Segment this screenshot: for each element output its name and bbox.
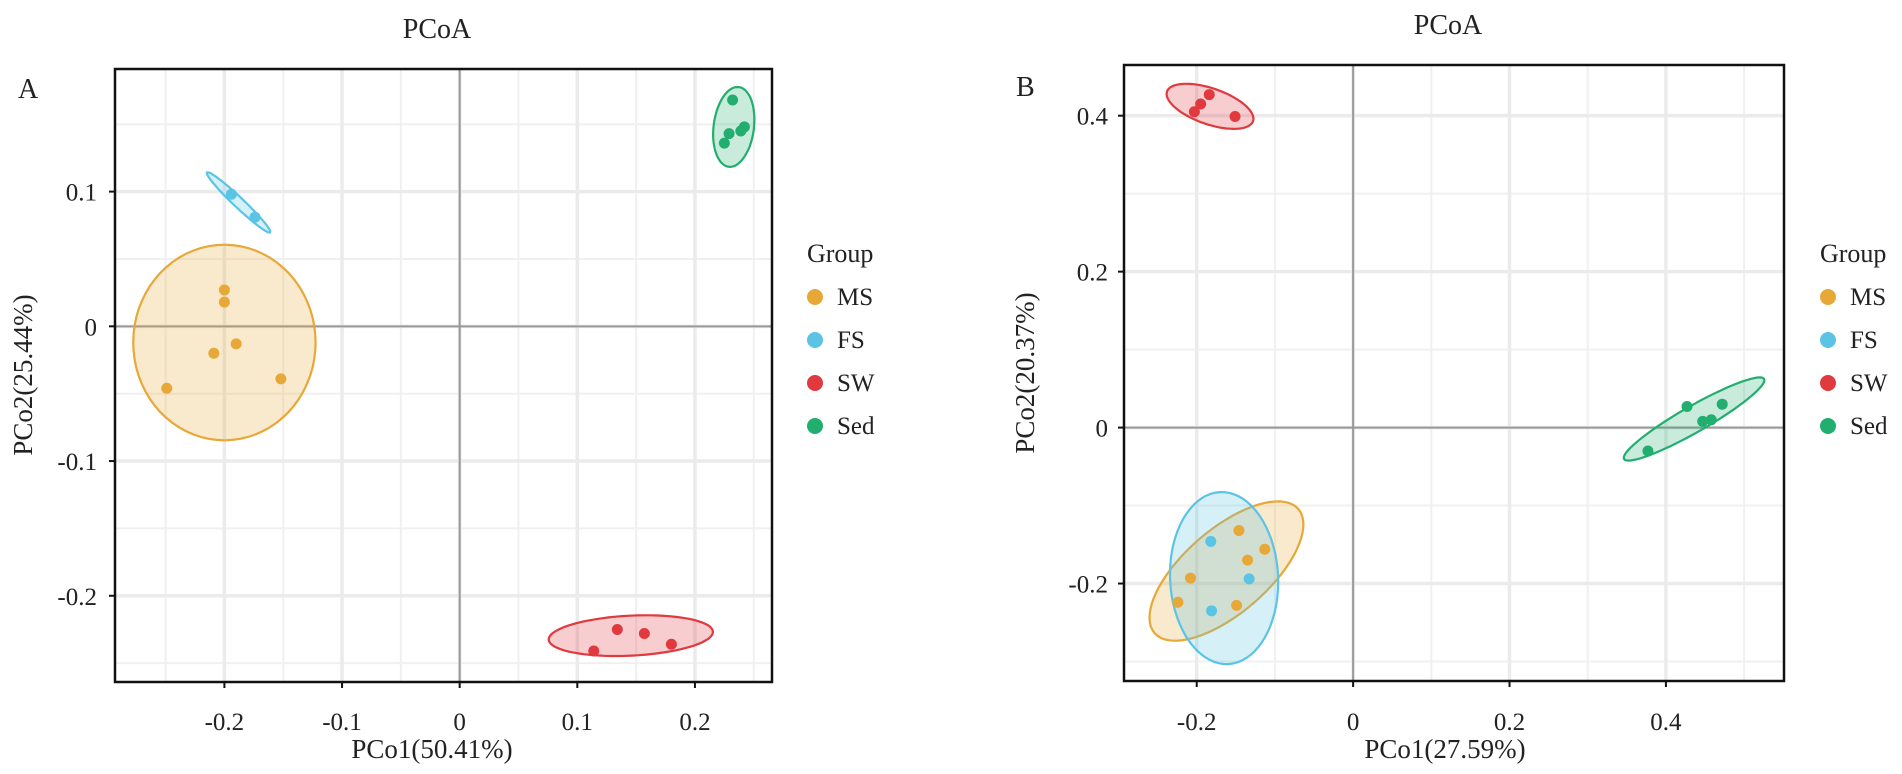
x-axis-label: PCo1(27.59%) [1364, 734, 1525, 764]
point-sed [718, 137, 730, 149]
legend-marker-sw [807, 375, 823, 391]
point-ms [1242, 554, 1254, 566]
x-tick-label: 0.2 [679, 709, 710, 736]
x-tick-label: 0.2 [1494, 709, 1525, 736]
legend-title: Group [1820, 239, 1886, 268]
point-sed [735, 125, 747, 137]
point-sed [723, 128, 735, 140]
point-sw [1195, 98, 1207, 110]
point-sw [1229, 110, 1241, 122]
legend-label-fs: FS [1850, 327, 1878, 354]
point-sed [1716, 398, 1728, 410]
point-ms [1172, 596, 1184, 608]
legend-label-fs: FS [837, 327, 865, 354]
y-tick-label: -0.1 [57, 449, 97, 476]
y-axis-label: PCo2(20.37%) [1010, 292, 1040, 453]
ellipse-ms [1148, 500, 1305, 642]
ellipse-fs [1168, 490, 1280, 666]
point-ms [218, 284, 230, 296]
point-ms [230, 338, 242, 350]
legend-marker-ms [1820, 289, 1836, 305]
point-ms [218, 296, 230, 308]
x-tick-label: -0.2 [205, 709, 245, 736]
y-tick-label: 0.4 [1077, 104, 1109, 131]
legend-label-ms: MS [837, 284, 873, 311]
point-sed [727, 94, 739, 106]
x-tick-label: 0.4 [1650, 709, 1682, 736]
point-sw [1203, 89, 1215, 101]
legend: Group MS FS SW Sed [1820, 239, 1888, 440]
legend-marker-fs [807, 332, 823, 348]
point-sw [1188, 106, 1200, 118]
legend-label-sw: SW [837, 370, 875, 397]
point-ms [275, 373, 287, 385]
point-sw [588, 645, 600, 657]
point-ms [1231, 599, 1243, 611]
point-sed [1705, 414, 1717, 426]
y-tick-label: 0 [85, 314, 98, 341]
y-tick-label: -0.2 [57, 584, 97, 611]
chart-title: PCoA [403, 14, 472, 45]
point-sed [1681, 401, 1693, 413]
panel-label: A [18, 74, 39, 105]
plot-border [113, 67, 774, 684]
y-tick-label: 0 [1096, 416, 1109, 443]
x-tick-label: 0 [1347, 709, 1360, 736]
legend-marker-fs [1820, 332, 1836, 348]
panel-b: -0.2 0 0.2 0.4 0.4 0.2 0 -0.2 PCoA B PCo1(27.59%) P… [1010, 10, 1888, 764]
legend-marker-sw [1820, 375, 1836, 391]
point-fs [225, 188, 237, 200]
point-fs [1206, 605, 1218, 617]
legend: Group MS FS SW Sed [807, 239, 875, 440]
legend-label-sed: Sed [1850, 413, 1888, 440]
point-fs [1243, 573, 1255, 585]
legend-title: Group [807, 239, 873, 268]
chart-title: PCoA [1414, 10, 1483, 41]
legend-marker-ms [807, 289, 823, 305]
point-sed [1697, 415, 1709, 427]
point-sw [638, 627, 650, 639]
point-sw [611, 623, 623, 635]
x-tick-label: -0.1 [322, 709, 362, 736]
legend-label-sw: SW [1850, 370, 1888, 397]
point-fs [249, 211, 261, 223]
y-axis-label: PCo2(25.44%) [8, 294, 38, 455]
point-ms [1259, 543, 1271, 555]
plot-background [1124, 65, 1784, 681]
legend-label-ms: MS [1850, 284, 1886, 311]
point-ms [208, 347, 220, 359]
y-tick-label: -0.2 [1068, 572, 1108, 599]
point-ms [161, 382, 173, 394]
y-tick-label: 0.2 [1077, 260, 1108, 287]
ellipse-ms [132, 243, 317, 442]
x-axis-label: PCo1(50.41%) [351, 734, 512, 764]
x-tick-label: 0 [453, 709, 466, 736]
panel-label: B [1016, 72, 1035, 103]
panel-a: -0.2 -0.1 0 0.1 0.2 0.1 0 -0.1 -0.2 PCoA A PCo1(50.… [8, 14, 875, 764]
x-tick-label: -0.2 [1177, 709, 1217, 736]
legend-label-sed: Sed [837, 413, 875, 440]
point-fs [1205, 535, 1217, 547]
legend-marker-sed [807, 418, 823, 434]
point-ms [1184, 572, 1196, 584]
x-tick-label: 0.1 [562, 709, 593, 736]
y-tick-label: 0.1 [66, 180, 97, 207]
plot-border [1122, 63, 1786, 683]
point-ms [1233, 525, 1245, 537]
point-sw [665, 638, 677, 650]
ellipse-sed [1622, 376, 1766, 462]
point-sed [1642, 445, 1654, 457]
legend-marker-sed [1820, 418, 1836, 434]
